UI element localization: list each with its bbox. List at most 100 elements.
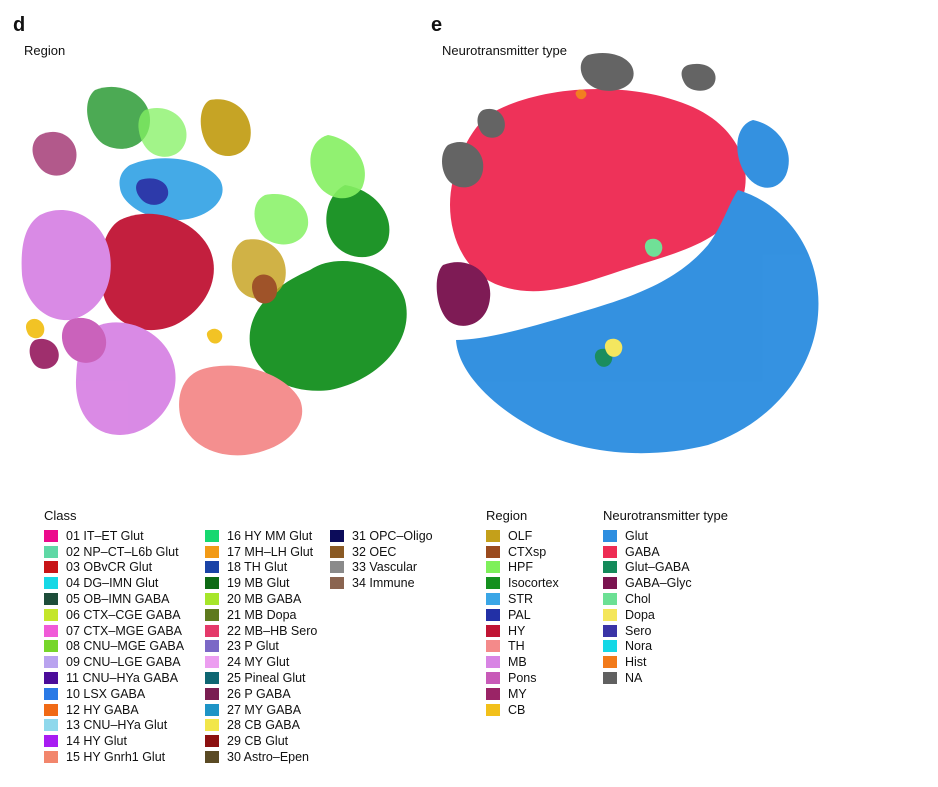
legend-swatch [330,577,344,590]
legend-label: MY [508,686,527,701]
class-legend-item: 08 CNU–MGE GABA [44,639,184,655]
class-legend-item: 25 Pineal Glut [205,670,317,686]
class-legend-item: 12 HY GABA [44,702,184,718]
legend-swatch [603,545,617,558]
legend-swatch [603,577,617,590]
class-legend-item: 06 CTX–CGE GABA [44,607,184,623]
legend-label: 31 OPC–Oligo [352,528,433,543]
legend-label: Nora [625,639,653,654]
class-legend-item: 07 CTX–MGE GABA [44,623,184,639]
umap-cluster-gaba [450,88,746,292]
legend-swatch [486,703,500,716]
legend-swatch [205,687,219,700]
class-legend-item: 24 MY Glut [205,654,317,670]
legend-label: 14 HY Glut [66,734,127,749]
legend-label: 25 Pineal Glut [227,671,306,686]
class-legend-item: 13 CNU–HYa Glut [44,718,184,734]
legend-label: 07 CTX–MGE GABA [66,623,183,638]
legend-swatch [44,656,58,669]
legend-label: 28 CB GABA [227,718,300,733]
legend-swatch [486,593,500,606]
nt-legend-item: Glut [603,528,692,544]
class-legend-column-1: 01 IT–ET Glut 02 NP–CT–L6b Glut 03 OBvCR G… [44,528,184,765]
legend-label: MB [508,655,527,670]
class-legend-column-2: 16 HY MM Glut 17 MH–LH Glut 18 TH Glut 19 M… [205,528,317,765]
legend-swatch [486,624,500,637]
legend-label: 34 Immune [352,576,415,591]
class-legend-item: 27 MY GABA [205,702,317,718]
legend-label: 08 CNU–MGE GABA [66,639,185,654]
legend-label: 23 P Glut [227,639,279,654]
class-legend-item: 29 CB Glut [205,733,317,749]
legend-label: 12 HY GABA [66,702,139,717]
legend-swatch [205,608,219,621]
legend-swatch [603,656,617,669]
legend-swatch [44,545,58,558]
legend-label: GABA [625,544,660,559]
legend-swatch [603,608,617,621]
region-legend-item: MB [486,654,559,670]
legend-label: 24 MY Glut [227,655,290,670]
legend-label: 09 CNU–LGE GABA [66,655,181,670]
umap-cluster-glut-2 [737,120,789,188]
class-legend-item: 33 Vascular [330,560,433,576]
umap-cluster-na [580,52,634,91]
legend-label: HPF [508,560,533,575]
umap-cluster-na-4 [681,63,716,91]
legend-swatch [330,529,344,542]
legend-label: 11 CNU–HYa GABA [66,671,179,686]
umap-cluster-olf [200,99,251,157]
legend-swatch [44,593,58,606]
legend-label: Chol [625,592,651,607]
legend-swatch [44,672,58,685]
legend-label: GABA–Glyc [625,576,692,591]
legend-swatch [486,545,500,558]
neurotransmitter-umap-plot [436,52,819,454]
legend-swatch [205,735,219,748]
umap-cluster-pons [61,317,107,363]
nt-legend-title: Neurotransmitter type [603,508,728,523]
legend-label: Isocortex [508,576,559,591]
region-legend-column: OLF CTXsp HPF Isocortex STR PAL HY TH MB Pons MY CB [486,528,559,718]
legend-label: 17 MH–LH Glut [227,544,314,559]
class-legend-title: Class [44,508,77,523]
legend-swatch [603,672,617,685]
region-legend-item: STR [486,591,559,607]
legend-swatch [486,656,500,669]
umap-cluster-isocortex [249,261,407,391]
legend-swatch [603,561,617,574]
legend-label: 19 MB Glut [227,576,290,591]
umap-cluster-hist [575,89,587,100]
region-legend-item: Pons [486,670,559,686]
legend-swatch [44,719,58,732]
class-legend-item: 15 HY Gnrh1 Glut [44,749,184,765]
nt-legend-item: Glut–GABA [603,560,692,576]
legend-swatch [330,545,344,558]
class-legend-item: 05 OB–IMN GABA [44,591,184,607]
class-legend-item: 19 MB Glut [205,575,317,591]
umap-cluster-na-2 [442,142,484,188]
legend-swatch [44,751,58,764]
legend-swatch [44,529,58,542]
legend-swatch [44,640,58,653]
umap-cluster-isocortex-2 [326,185,390,258]
legend-swatch [486,640,500,653]
legend-swatch [205,719,219,732]
legend-label: 33 Vascular [352,560,418,575]
legend-label: 30 Astro–Epen [227,750,310,765]
legend-label: 21 MB Dopa [227,607,297,622]
legend-label: HY [508,623,526,638]
umap-cluster-dopa [604,338,623,357]
legend-swatch [44,687,58,700]
class-legend-item: 30 Astro–Epen [205,749,317,765]
legend-swatch [205,640,219,653]
legend-swatch [603,529,617,542]
legend-swatch [44,577,58,590]
nt-legend-item: Chol [603,591,692,607]
class-legend-item: 26 P GABA [205,686,317,702]
class-legend-item: 20 MB GABA [205,591,317,607]
nt-legend-item: NA [603,670,692,686]
nt-legend-item: GABA–Glyc [603,575,692,591]
class-legend-item: 16 HY MM Glut [205,528,317,544]
legend-label: Dopa [625,607,655,622]
